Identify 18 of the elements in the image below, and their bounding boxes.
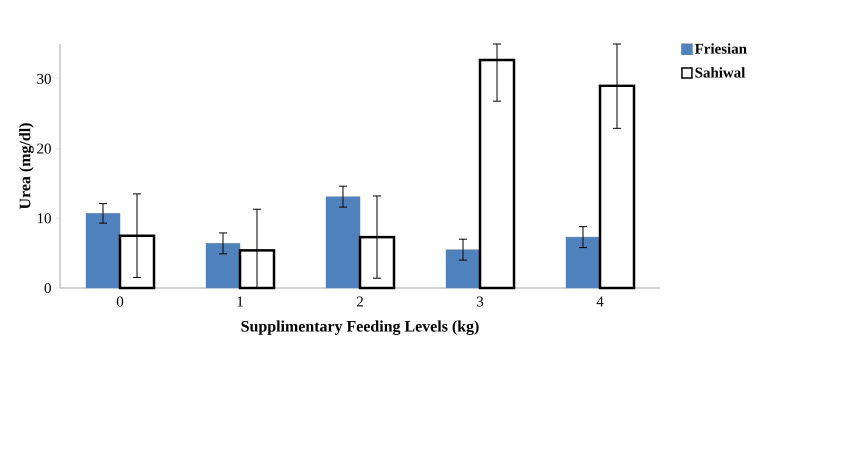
legend-label: Friesian [694, 43, 747, 54]
x-tick-label: 0 [116, 296, 124, 307]
bar [326, 196, 360, 288]
bar [566, 236, 600, 288]
y-tick-label: 30 [37, 74, 51, 84]
x-tick-label: 3 [476, 296, 484, 307]
y-tick-label: 20 [37, 144, 51, 154]
x-axis-title: Supplimentary Feeding Levels (kg) [242, 320, 479, 336]
y-axis-title: Urea (mg/dl) [19, 123, 34, 210]
y-tick-label: 0 [44, 282, 51, 294]
x-tick-label: 1 [238, 296, 243, 306]
legend-label: Sahiwal [695, 67, 746, 78]
bar [86, 213, 120, 288]
y-tick-label: 10 [38, 213, 51, 224]
x-tick-label: 2 [356, 296, 363, 306]
bar [446, 249, 480, 288]
x-tick-label: 4 [596, 296, 604, 306]
bar [206, 243, 240, 288]
